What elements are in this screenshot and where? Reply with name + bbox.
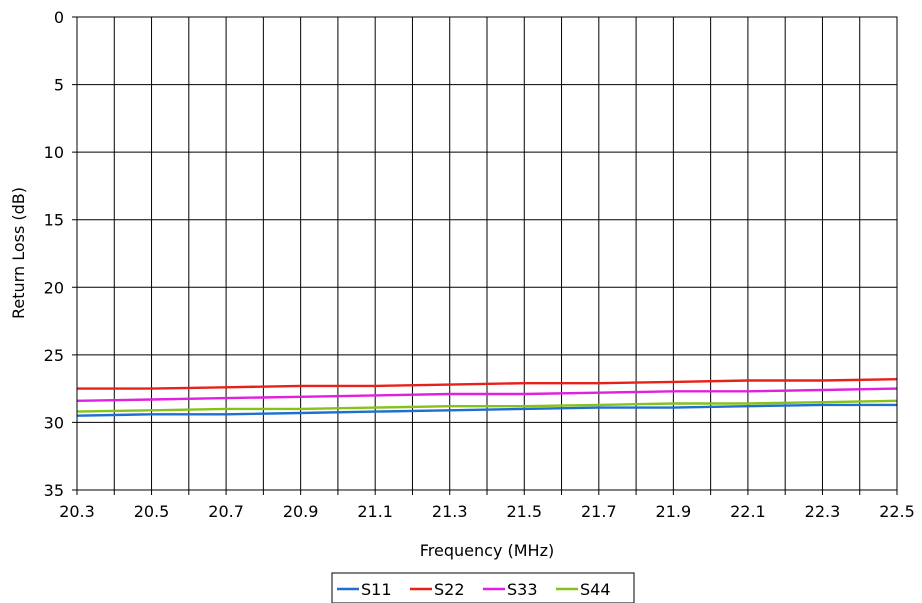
y-axis-title: Return Loss (dB): [9, 187, 28, 319]
y-tick-label: 10: [44, 143, 64, 162]
y-tick-label: 5: [54, 76, 64, 95]
x-tick-label: 21.3: [432, 502, 468, 521]
legend-label-s44: S44: [580, 580, 611, 599]
y-tick-label: 15: [44, 211, 64, 230]
x-tick-label: 20.9: [283, 502, 319, 521]
legend-label-s22: S22: [434, 580, 465, 599]
x-tick-label: 20.5: [134, 502, 170, 521]
legend-label-s11: S11: [361, 580, 392, 599]
series-line-s11: [76, 403, 897, 417]
series-line-s22: [77, 378, 898, 390]
x-axis-title: Frequency (MHz): [420, 541, 554, 560]
y-tick-label: 35: [44, 481, 64, 500]
x-tick-label: 21.5: [506, 502, 542, 521]
x-tick-label: 20.7: [208, 502, 244, 521]
x-tick-label: 22.5: [879, 502, 915, 521]
y-tick-label: 30: [44, 413, 64, 432]
series-lines: [76, 378, 898, 417]
y-tick-labels: 0 5 10 15 20 25 30 35: [44, 8, 64, 500]
y-tick-label: 0: [54, 8, 64, 27]
y-tick-label: 20: [44, 278, 64, 297]
x-tick-label: 21.9: [656, 502, 692, 521]
legend-label-s33: S33: [507, 580, 538, 599]
x-tick-label: 21.7: [581, 502, 617, 521]
x-tick-label: 21.1: [357, 502, 393, 521]
series-line-s33: [76, 387, 898, 402]
x-tick-labels: 20.3 20.5 20.7 20.9 21.1 21.3 21.5 21.7 21.9 22.1…: [59, 490, 915, 521]
legend: S11 S22 S33 S44: [331, 572, 635, 603]
x-tick-label: 22.1: [730, 502, 766, 521]
series-line-s44: [76, 399, 898, 413]
x-tick-label: 20.3: [59, 502, 95, 521]
x-tick-label: 22.3: [805, 502, 841, 521]
y-tick-label: 25: [44, 346, 64, 365]
